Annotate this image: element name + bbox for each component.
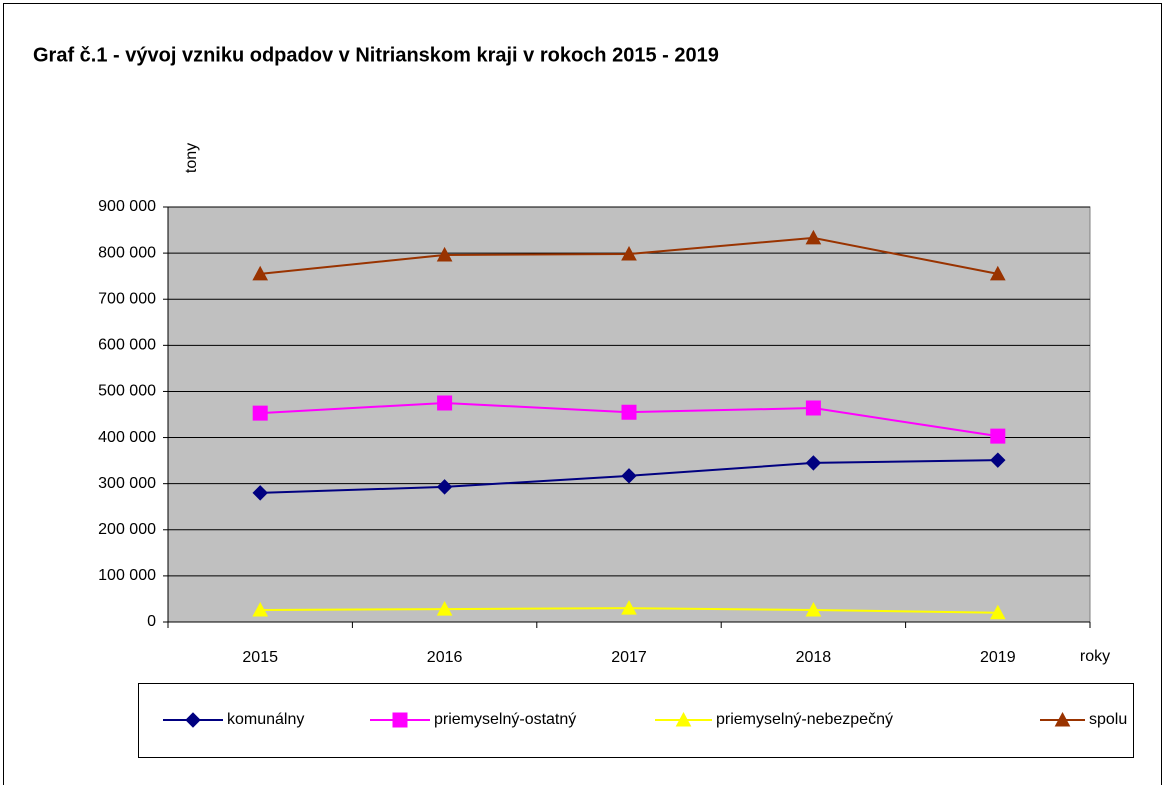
x-tick-label: 2017 xyxy=(611,649,647,666)
legend-marker xyxy=(675,711,692,727)
data-point xyxy=(805,601,822,617)
data-point xyxy=(805,400,821,416)
data-point xyxy=(252,405,268,421)
data-point xyxy=(436,601,453,616)
legend-label: spolu xyxy=(1089,711,1127,728)
legend-label: priemyselný-nebezpečný xyxy=(716,711,893,728)
data-point xyxy=(990,452,1006,468)
data-point xyxy=(436,479,453,495)
legend-marker xyxy=(185,712,201,728)
legend-marker xyxy=(392,712,408,728)
data-point xyxy=(805,229,822,245)
y-axis-label: tony xyxy=(183,143,200,173)
y-tick-label: 700 000 xyxy=(98,290,156,307)
data-point xyxy=(989,604,1006,620)
data-point xyxy=(621,404,637,420)
legend-box xyxy=(138,683,1134,758)
chart-title: Graf č.1 - vývoj vzniku odpadov v Nitria… xyxy=(33,44,719,66)
legend-marker xyxy=(1054,711,1071,727)
y-tick-label: 300 000 xyxy=(98,475,156,492)
legend-label: komunálny xyxy=(227,711,304,728)
y-tick-label: 0 xyxy=(147,613,156,630)
y-tick-label: 400 000 xyxy=(98,429,156,446)
x-tick-label: 2015 xyxy=(242,649,278,666)
data-point xyxy=(436,246,453,262)
x-axis-label: roky xyxy=(1080,648,1110,665)
y-tick-label: 200 000 xyxy=(98,521,156,538)
data-point xyxy=(621,600,637,615)
x-tick-label: 2019 xyxy=(980,649,1016,666)
data-point xyxy=(621,245,637,261)
data-point xyxy=(252,601,269,617)
data-point xyxy=(437,395,453,411)
x-tick-label: 2016 xyxy=(427,649,463,666)
y-tick-label: 900 000 xyxy=(98,198,156,215)
legend-label: priemyselný-ostatný xyxy=(434,711,576,728)
data-point xyxy=(252,485,268,501)
y-tick-label: 500 000 xyxy=(98,383,156,400)
data-point xyxy=(805,455,822,471)
y-tick-label: 100 000 xyxy=(98,567,156,584)
data-point xyxy=(990,428,1006,444)
x-tick-label: 2018 xyxy=(796,649,832,666)
y-tick-label: 800 000 xyxy=(98,244,156,261)
data-point xyxy=(252,265,269,281)
data-point xyxy=(621,468,637,484)
data-point xyxy=(989,265,1006,281)
y-tick-label: 600 000 xyxy=(98,337,156,354)
